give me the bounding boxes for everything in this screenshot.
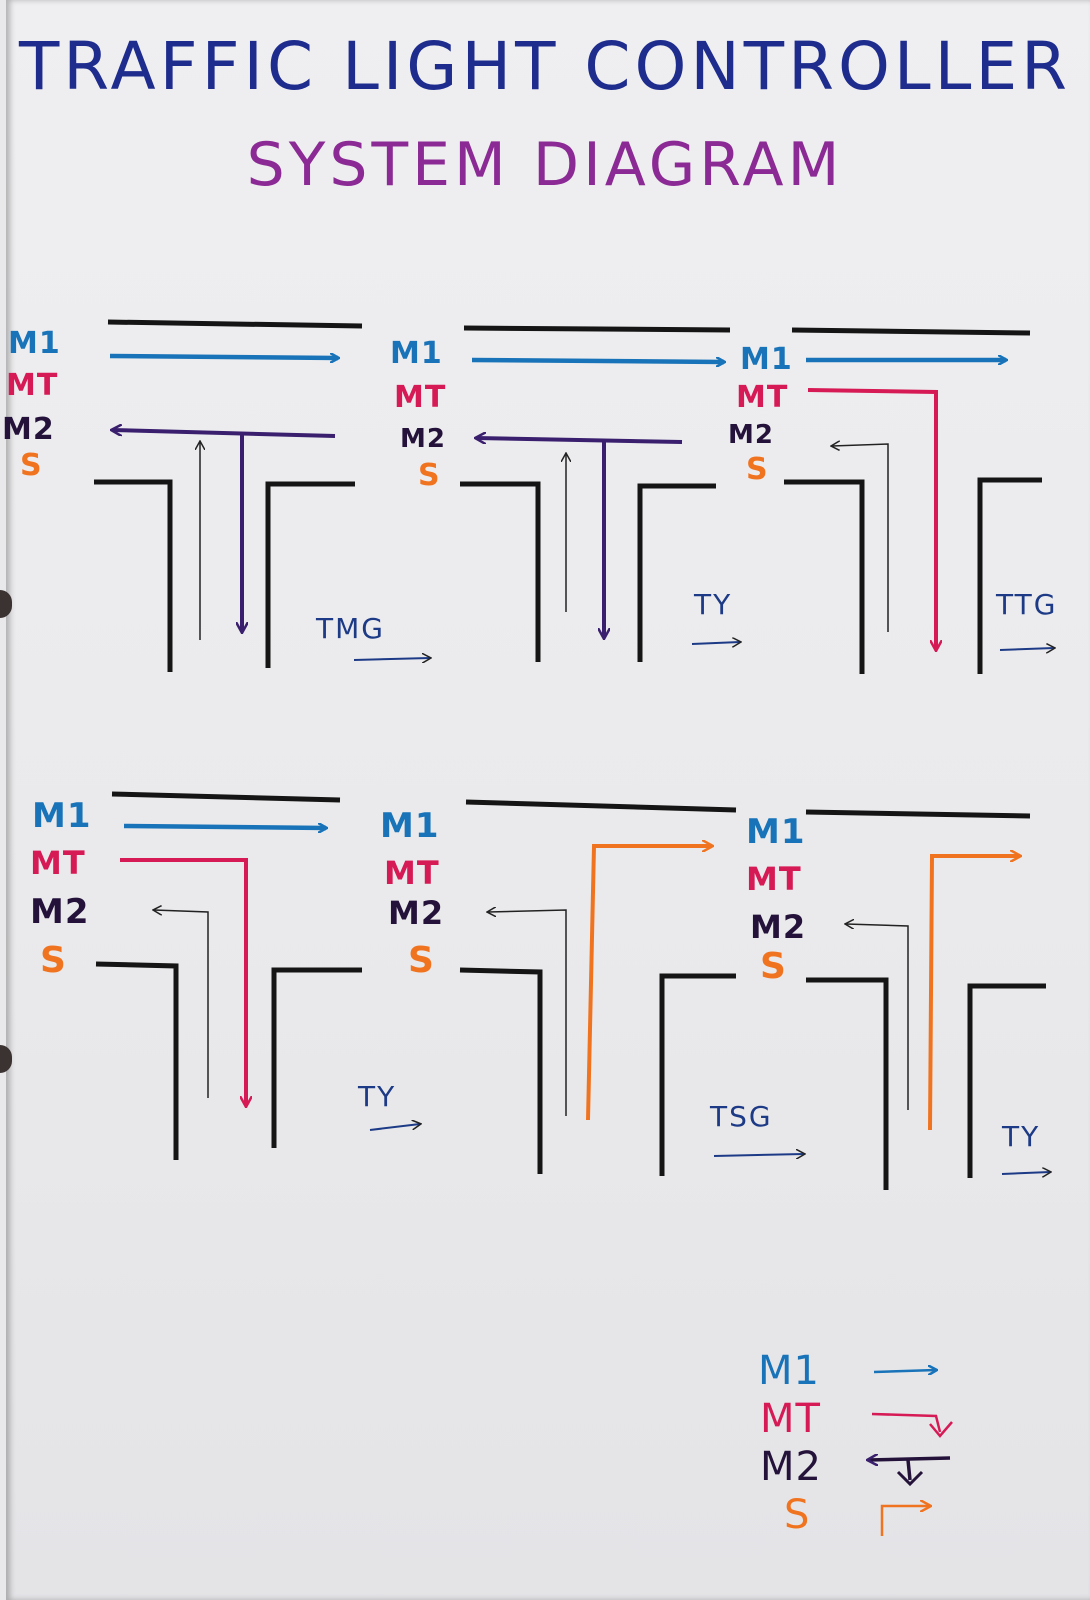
legend-label-s: S: [784, 1492, 811, 1538]
road-edge: [637, 483, 716, 662]
lane-label-s: S: [20, 448, 43, 483]
straight-arrow-icon: [873, 1370, 936, 1372]
diagram-title: TRAFFIC LIGHT CONTROLLER: [18, 28, 1072, 105]
left-and-down-arrow-icon: [868, 1458, 951, 1460]
stopped-flow-arrow: [154, 910, 209, 1098]
road-edge: [111, 791, 341, 803]
lane-label-mt: MT: [736, 380, 789, 415]
mt-turn-arrow: [807, 388, 936, 650]
road-edge: [95, 961, 179, 1160]
lane-label-m2: M2: [728, 420, 774, 450]
lane-label-m1: M1: [8, 326, 61, 361]
road-edge: [806, 977, 889, 1190]
timer-label: TSG: [710, 1100, 773, 1133]
road-edge: [977, 477, 1042, 674]
timer-arrow: [691, 642, 740, 644]
road-edge: [265, 481, 355, 668]
diagram-subtitle: SYSTEM DIAGRAM: [246, 130, 844, 200]
lane-label-s: S: [746, 452, 769, 487]
road-edge: [271, 967, 362, 1148]
road-edge: [791, 327, 1031, 336]
paper-sheet: [6, 0, 1090, 1600]
junction-panel-4: [95, 791, 420, 1160]
lane-label-mt: MT: [394, 380, 447, 415]
lane-label-mt: MT: [6, 368, 59, 403]
junction-panel-2: [460, 325, 740, 662]
timer-arrow: [353, 658, 430, 660]
lane-label-mt: MT: [746, 860, 802, 898]
stopped-flow-arrow: [846, 924, 909, 1110]
lane-label-m2: M2: [2, 412, 55, 447]
timer-label: TY: [358, 1080, 397, 1113]
mt-turn-arrow: [120, 858, 246, 1106]
stopped-flow-arrow: [832, 444, 889, 632]
timer-arrow: [369, 1124, 420, 1131]
binder-hole: [0, 1045, 12, 1073]
road-edge: [107, 319, 363, 329]
stopped-flow-arrow: [488, 910, 567, 1116]
timer-arrow: [1001, 1172, 1050, 1174]
m1-flow-arrow: [109, 356, 338, 358]
m2-left-arrow: [476, 438, 683, 442]
m1-flow-arrow: [123, 826, 326, 828]
turn-up-right-arrow-icon: [880, 1506, 930, 1536]
s-turn-arrow: [586, 846, 712, 1121]
road-edge: [659, 973, 736, 1176]
road-edge: [465, 799, 737, 813]
junction-panel-1: [94, 319, 430, 672]
lane-label-m1: M1: [380, 806, 440, 846]
lane-label-s: S: [418, 458, 441, 493]
road-edge: [784, 479, 865, 674]
timer-label: TTG: [996, 588, 1058, 621]
timer-label: TMG: [316, 612, 385, 645]
road-edge: [463, 325, 731, 333]
lane-label-s: S: [40, 940, 67, 981]
road-edge: [459, 967, 543, 1174]
timer-label: TY: [694, 588, 733, 621]
legend-label-m2: M2: [760, 1444, 822, 1490]
m1-flow-arrow: [471, 360, 724, 362]
lane-label-s: S: [760, 946, 787, 987]
legend-label-m1: M1: [758, 1348, 820, 1394]
lane-label-m1: M1: [746, 812, 806, 852]
legend-icons: [868, 1370, 953, 1536]
m2-left-arrow: [112, 430, 336, 438]
timer-label: TY: [1002, 1120, 1041, 1153]
lane-label-m2: M2: [750, 908, 807, 946]
road-edge: [460, 481, 541, 662]
lane-label-m2: M2: [400, 424, 446, 454]
junction-panel-6: [805, 809, 1050, 1190]
junction-panel-5: [459, 799, 804, 1176]
road-edge: [967, 983, 1046, 1178]
road-edge: [805, 809, 1031, 819]
timer-arrow: [999, 648, 1054, 650]
lane-label-m2: M2: [30, 892, 90, 932]
lane-label-m2: M2: [388, 894, 445, 932]
lane-label-mt: MT: [30, 844, 86, 882]
timer-arrow: [713, 1154, 804, 1156]
binder-hole: [0, 590, 12, 618]
junction-panel-3: [784, 327, 1054, 674]
road-edge: [94, 479, 173, 672]
legend-label-mt: MT: [760, 1396, 821, 1442]
lane-label-mt: MT: [384, 854, 440, 892]
lane-label-m1: M1: [390, 336, 443, 371]
turn-down-arrow-icon: [871, 1412, 942, 1433]
lane-label-m1: M1: [32, 796, 92, 836]
s-turn-arrow: [928, 856, 1020, 1131]
lane-label-s: S: [408, 940, 435, 981]
lane-label-m1: M1: [740, 342, 793, 377]
